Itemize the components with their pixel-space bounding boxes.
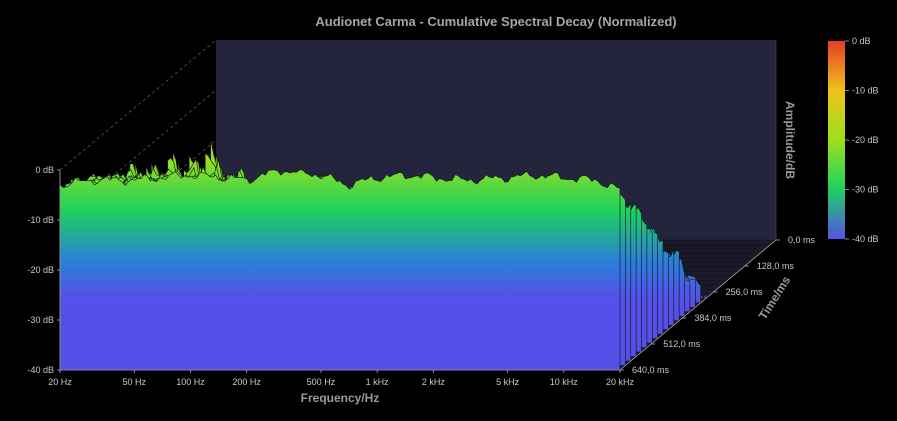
x-axis-title: Frequency/Hz — [301, 391, 380, 405]
x-tick-label: 50 Hz — [123, 377, 147, 387]
y-guide-line — [59, 39, 217, 171]
chart-title: Audionet Carma - Cumulative Spectral Dec… — [315, 14, 676, 29]
y-tick-label: -20 dB — [27, 265, 54, 275]
x-tick-label: 20 kHz — [606, 377, 635, 387]
x-tick-label: 2 kHz — [422, 377, 446, 387]
y-tick-label: 0 dB — [35, 165, 54, 175]
x-tick-label: 500 Hz — [307, 377, 336, 387]
x-tick-label: 5 kHz — [496, 377, 520, 387]
x-tick-label: 1 kHz — [366, 377, 390, 387]
decay-slice — [59, 169, 621, 371]
z-tick-label: 256,0 ms — [726, 287, 764, 297]
z-tick-label: 128,0 ms — [757, 261, 795, 271]
z-axis-line — [619, 239, 777, 371]
axes: 20 Hz 50 Hz 100 Hz 200 Hz 500 Hz 1 kHz 2 kHz 5 … — [27, 40, 816, 387]
colorbar-tick-label: -40 dB — [852, 234, 879, 244]
colorbar-tick-label: 0 dB — [852, 36, 871, 46]
colorbar-ticks: 0 dB -10 dB -20 dB -30 dB -40 dB — [845, 36, 879, 244]
colorbar: 0 dB -10 dB -20 dB -30 dB -40 dB — [828, 36, 879, 244]
x-tick-label: 100 Hz — [176, 377, 205, 387]
y-guide-line — [59, 89, 217, 221]
colorbar-swatch — [828, 41, 845, 239]
colorbar-tick-label: -20 dB — [852, 135, 879, 145]
z-tick-label: 0,0 ms — [788, 235, 816, 245]
x-tick-label: 10 kHz — [550, 377, 579, 387]
decay-slices — [59, 139, 776, 371]
y-tick-label: -40 dB — [27, 365, 54, 375]
y-axis-title: Amplitude/dB — [783, 101, 797, 179]
z-tick-label: 640,0 ms — [632, 365, 670, 375]
y-tick-label: -30 dB — [27, 315, 54, 325]
z-tick-label: 384,0 ms — [694, 313, 732, 323]
colorbar-tick-label: -10 dB — [852, 86, 879, 96]
y-tick-label: -10 dB — [27, 215, 54, 225]
z-tick-label: 512,0 ms — [663, 339, 701, 349]
x-tick-label: 20 Hz — [48, 377, 72, 387]
z-axis-title: Time/ms — [756, 273, 794, 322]
x-tick-label: 200 Hz — [232, 377, 261, 387]
colorbar-tick-label: -30 dB — [852, 185, 879, 195]
